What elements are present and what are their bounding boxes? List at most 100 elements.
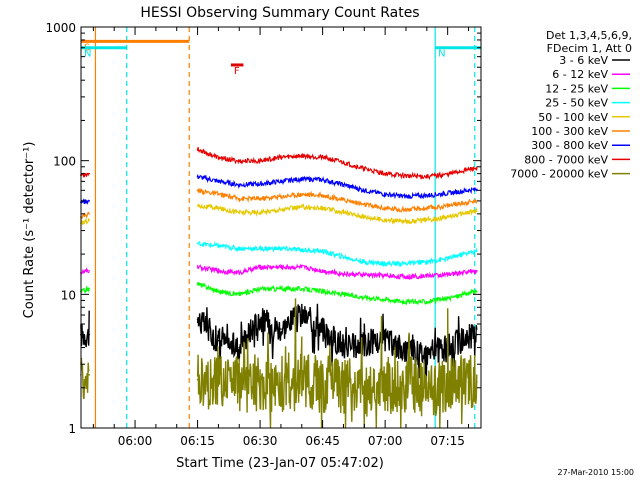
legend-title-line-1: FDecim 1, Att 0: [547, 42, 632, 55]
series-point-3-0-7: [342, 256, 345, 258]
series-point-0-1-5: [300, 314, 303, 316]
series-point-1-1-11: [426, 274, 428, 277]
series-point-2-1-3: [259, 288, 261, 290]
series-point-4-1-7: [342, 211, 345, 214]
series-line-8-segment-0: [80, 357, 90, 400]
series-point-7-1-0: [196, 148, 199, 150]
series-point-7-1-12: [446, 173, 449, 176]
x-axis-label: Start Time (23-Jan-07 05:47:02): [176, 456, 384, 471]
series-point-3-0-0: [196, 242, 199, 245]
series-line-2-segment-0: [80, 285, 90, 294]
series-point-5-1-12: [446, 204, 449, 207]
series-point-0-1-3: [259, 318, 261, 321]
series-line-0-segment-0: [80, 310, 90, 348]
series-point-8-1-14: [476, 381, 478, 384]
series-point-4-1-13: [467, 211, 470, 214]
legend: Det 1,3,4,5,6,9,FDecim 1, Att 03 - 6 keV…: [510, 29, 632, 181]
legend-entry-label-8: 7000 - 20000 keV: [510, 168, 608, 181]
series-point-8-1-7: [342, 384, 345, 386]
series-point-6-1-13: [467, 189, 470, 192]
series-point-7-1-11: [426, 175, 428, 178]
series-point-2-1-2: [238, 293, 241, 296]
series-point-7-1-3: [259, 159, 261, 162]
series-8: [80, 298, 478, 429]
series-point-8-1-12: [446, 384, 449, 386]
series-point-5-1-13: [467, 201, 470, 203]
series-point-8-1-9: [384, 384, 386, 386]
series-point-4-1-3: [259, 211, 261, 214]
series-point-3-0-12: [446, 257, 449, 260]
series-point-0-0-1: [88, 333, 90, 336]
series-point-3-0-3: [259, 247, 261, 250]
series-point-1-1-4: [280, 266, 282, 268]
series-point-6-0-1: [88, 200, 90, 202]
series-point-1-1-9: [384, 274, 386, 277]
series-2: [80, 281, 478, 306]
series-point-5-1-2: [238, 197, 241, 200]
flag-label-n-2: N: [438, 49, 445, 60]
series-point-3-0-1: [217, 245, 220, 247]
series-point-1-1-5: [300, 266, 303, 268]
series-point-6-1-0: [196, 175, 199, 178]
series-point-3-0-11: [426, 261, 428, 263]
series-point-0-1-1: [217, 339, 220, 342]
series-point-5-0-1: [88, 213, 90, 215]
series-line-0-segment-1: [196, 303, 478, 384]
series-point-1-1-10: [405, 276, 407, 278]
y-tick-label-3: 1000: [45, 21, 76, 35]
series-point-0-1-7: [342, 346, 345, 349]
series-point-8-1-3: [259, 381, 261, 384]
series-point-1-1-7: [342, 273, 345, 275]
series-point-4-1-8: [363, 216, 366, 218]
series-point-0-1-9: [384, 339, 386, 342]
series-point-4-1-6: [321, 207, 324, 210]
y-axis-label: Count Rate (s⁻¹ detector⁻¹): [22, 142, 37, 319]
series-point-6-1-12: [446, 192, 449, 195]
series-point-4-1-12: [446, 216, 449, 218]
series-line-8-segment-1: [196, 298, 478, 429]
series-point-6-1-1: [217, 180, 220, 183]
series-line-1-segment-1: [197, 263, 478, 281]
series-line-6-segment-1: [197, 174, 478, 200]
series-point-5-1-5: [300, 193, 303, 196]
series-point-5-1-10: [405, 208, 407, 211]
series-point-2-1-7: [342, 293, 345, 296]
x-tick-label-0: 06:00: [118, 434, 153, 448]
series-point-1-1-13: [467, 270, 470, 273]
flag-label-n-1: N: [84, 49, 91, 60]
series-point-2-1-13: [467, 292, 470, 294]
series-point-0-1-2: [238, 346, 241, 349]
series-point-6-1-3: [259, 183, 261, 185]
series-point-7-1-10: [405, 175, 407, 177]
series-point-2-1-8: [363, 296, 366, 299]
series-point-2-1-12: [446, 297, 449, 300]
series-point-1-0-1: [88, 269, 90, 272]
series-point-2-1-11: [426, 300, 428, 303]
series-point-6-1-7: [342, 183, 345, 186]
y-tick-label-0: 1: [68, 422, 76, 436]
series-point-8-1-10: [405, 384, 407, 386]
series-point-4-1-14: [476, 210, 478, 212]
series-point-0-1-0: [196, 318, 199, 321]
series-point-6-1-11: [426, 194, 428, 197]
plot-data-layer: SNNF: [80, 27, 481, 429]
series-point-4-0-1: [88, 219, 90, 221]
series-point-4-1-2: [238, 211, 241, 214]
series-point-1-1-6: [321, 269, 324, 272]
legend-entry-label-6: 300 - 800 keV: [531, 139, 608, 152]
legend-entry-label-2: 12 - 25 keV: [545, 82, 608, 95]
chart-title: HESSI Observing Summary Count Rates: [140, 5, 419, 21]
series-line-5-segment-1: [197, 188, 478, 213]
series-point-3-0-10: [405, 262, 407, 265]
series-point-6-1-9: [384, 193, 386, 196]
x-tick-label-4: 07:00: [368, 434, 403, 448]
series-point-4-1-10: [405, 220, 407, 223]
series-point-7-1-4: [280, 156, 282, 159]
series-line-7-segment-0: [80, 172, 90, 179]
series-line-4-segment-1: [197, 203, 478, 225]
series-point-5-1-4: [280, 195, 282, 198]
series-1: [80, 263, 478, 281]
series-point-5-1-0: [196, 189, 199, 192]
